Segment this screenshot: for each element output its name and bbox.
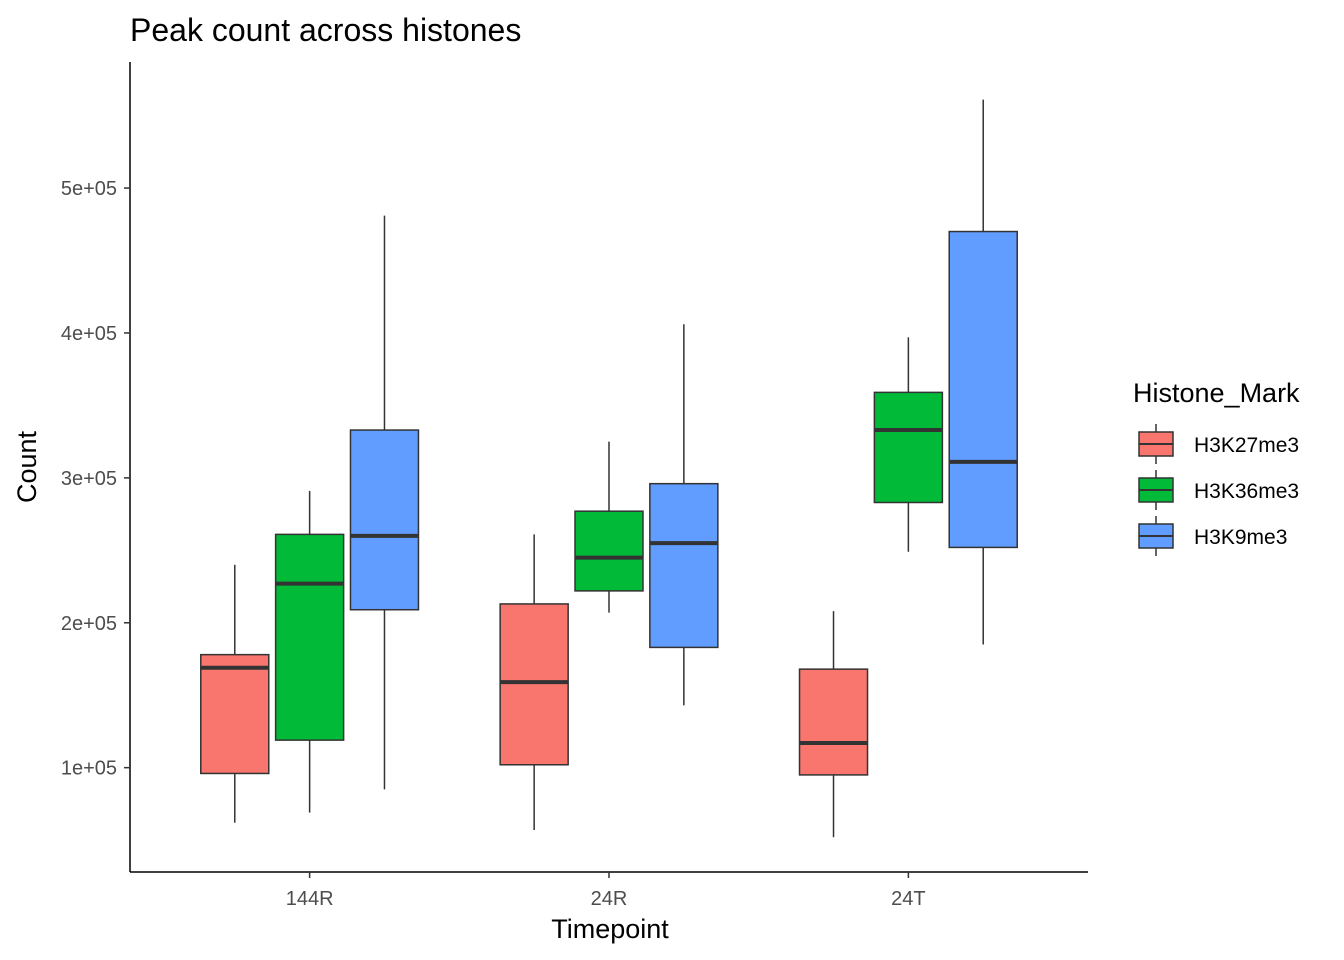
box bbox=[274, 533, 345, 741]
box-H3K27me3-144R bbox=[200, 564, 270, 823]
box bbox=[873, 391, 944, 504]
legend-label: H3K27me3 bbox=[1194, 434, 1299, 457]
y-ticks: 1e+05 2e+05 3e+05 4e+05 5e+05 bbox=[61, 178, 130, 780]
legend-label: H3K36me3 bbox=[1194, 480, 1299, 503]
box bbox=[574, 510, 644, 592]
x-ticks: 144R 24R 24T bbox=[286, 872, 926, 910]
box bbox=[499, 603, 569, 766]
box-H3K9me3-24T bbox=[948, 99, 1018, 645]
legend-title: Histone_Mark bbox=[1133, 378, 1300, 408]
y-tick-label: 5e+05 bbox=[61, 178, 117, 200]
box bbox=[649, 482, 719, 649]
box-H3K27me3-24T bbox=[798, 611, 869, 838]
box-H3K36me3-24R bbox=[574, 441, 644, 613]
y-tick-label: 1e+05 bbox=[61, 758, 117, 780]
box-H3K9me3-24R bbox=[649, 324, 719, 706]
legend: Histone_Mark H3K27me3 H3K36me3 H3K9me3 bbox=[1133, 378, 1300, 556]
legend-item-H3K9me3: H3K9me3 bbox=[1138, 516, 1287, 556]
box-H3K36me3-24T bbox=[873, 337, 944, 552]
y-tick-label: 2e+05 bbox=[61, 613, 117, 635]
x-tick-label: 24R bbox=[591, 888, 628, 910]
legend-label: H3K9me3 bbox=[1194, 526, 1287, 549]
y-axis-title: Count bbox=[12, 430, 42, 503]
x-tick-label: 24T bbox=[891, 888, 925, 910]
legend-item-H3K36me3: H3K36me3 bbox=[1138, 470, 1299, 510]
box bbox=[200, 653, 270, 775]
box-H3K27me3-24R bbox=[499, 534, 569, 830]
legend-item-H3K27me3: H3K27me3 bbox=[1138, 424, 1299, 464]
box bbox=[948, 230, 1018, 549]
chart-title: Peak count across histones bbox=[130, 12, 521, 48]
y-tick-label: 4e+05 bbox=[61, 323, 117, 345]
x-axis-title: Timepoint bbox=[551, 914, 669, 944]
box-H3K36me3-144R bbox=[274, 490, 345, 813]
box bbox=[349, 429, 420, 611]
y-tick-label: 3e+05 bbox=[61, 468, 117, 490]
x-tick-label: 144R bbox=[286, 888, 334, 910]
box bbox=[798, 668, 869, 776]
box-H3K9me3-144R bbox=[349, 215, 420, 790]
plot-area bbox=[200, 99, 1018, 838]
